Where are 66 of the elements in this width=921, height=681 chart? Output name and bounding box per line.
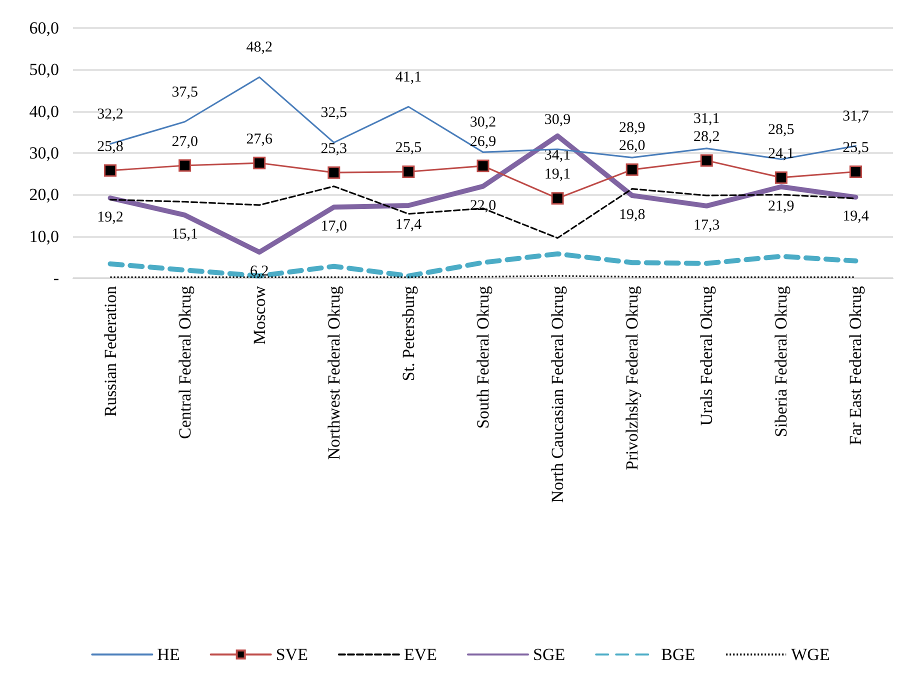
y-tick-label: 60,0 bbox=[29, 18, 59, 38]
data-label: 31,7 bbox=[842, 108, 870, 124]
data-label: 28,5 bbox=[768, 122, 794, 138]
data-label: 32,5 bbox=[320, 105, 348, 122]
point bbox=[328, 166, 340, 179]
y-tick-label: 20,0 bbox=[29, 185, 59, 204]
x-tick-label: Northwest Federal Okrug bbox=[324, 286, 344, 460]
data-label: 27,0 bbox=[172, 134, 198, 150]
data-label: 19,4 bbox=[842, 208, 870, 225]
point bbox=[253, 156, 266, 170]
legend-label: SGE bbox=[533, 645, 566, 664]
legend-label: EVE bbox=[404, 645, 437, 664]
data-label: 17,3 bbox=[694, 217, 720, 234]
legend-label: BGE bbox=[661, 645, 696, 664]
data-label: 48,2 bbox=[246, 40, 272, 56]
data-label: 28,9 bbox=[618, 120, 646, 136]
y-tick-label: 30,0 bbox=[29, 144, 59, 162]
legend-label: HE bbox=[157, 645, 180, 664]
point bbox=[178, 159, 192, 172]
data-label: 32,2 bbox=[97, 106, 124, 122]
point bbox=[700, 154, 713, 167]
y-tick-label: - bbox=[53, 268, 60, 288]
data-label: 19,1 bbox=[544, 166, 571, 183]
data-label: 25,5 bbox=[842, 140, 869, 156]
point bbox=[774, 171, 788, 184]
data-label: 26,9 bbox=[470, 134, 496, 150]
x-tick-label: St. Petersburg bbox=[398, 286, 418, 382]
data-label: 27,6 bbox=[246, 131, 273, 148]
data-label: 34,1 bbox=[544, 147, 571, 164]
x-tick-label: Central Federal Okrug bbox=[175, 286, 194, 439]
data-label: 41,1 bbox=[395, 69, 422, 86]
point bbox=[551, 192, 564, 205]
data-label: 30,9 bbox=[544, 112, 571, 128]
x-tick-label: North Caucasian Federal Okrug bbox=[548, 286, 568, 503]
data-label: 26,0 bbox=[618, 138, 646, 154]
data-label: 31,1 bbox=[694, 110, 720, 127]
data-label: 21,9 bbox=[768, 198, 794, 214]
data-label: 25,8 bbox=[97, 138, 124, 155]
data-label: 37,5 bbox=[172, 84, 198, 100]
point bbox=[104, 164, 117, 177]
data-label: 25,5 bbox=[395, 140, 422, 156]
x-tick-label: Privolzhsky Federal Okrug bbox=[622, 286, 642, 470]
y-tick-label: 40,0 bbox=[29, 102, 59, 121]
data-label: 19,8 bbox=[618, 207, 646, 223]
legend-label: SVE bbox=[276, 645, 308, 664]
point bbox=[402, 166, 415, 178]
data-label: 15,1 bbox=[172, 226, 198, 243]
data-label: 24,1 bbox=[768, 146, 794, 162]
data-label: 30,2 bbox=[470, 114, 496, 131]
data-label: 28,2 bbox=[694, 128, 720, 145]
point bbox=[476, 160, 490, 172]
data-label: 25,3 bbox=[320, 140, 348, 157]
x-tick-label: South Federal Okrug bbox=[474, 286, 492, 429]
data-label: 17,4 bbox=[395, 217, 422, 233]
y-tick-label: 10,0 bbox=[29, 226, 59, 246]
x-tick-label: Russian Federation bbox=[100, 286, 120, 417]
x-tick-label: Siberia Federal Okrug bbox=[772, 286, 791, 438]
x-tick-label: Moscow bbox=[250, 285, 269, 345]
point bbox=[626, 163, 638, 176]
x-tick-label: Urals Federal Okrug bbox=[697, 286, 716, 426]
legend-label: WGE bbox=[791, 645, 830, 664]
data-label: 17,0 bbox=[320, 218, 348, 235]
data-label: 19,2 bbox=[97, 210, 124, 226]
point bbox=[849, 166, 862, 178]
x-tick-label: Far East Federal Okrug bbox=[846, 286, 866, 446]
y-tick-label: 50,0 bbox=[29, 60, 59, 80]
